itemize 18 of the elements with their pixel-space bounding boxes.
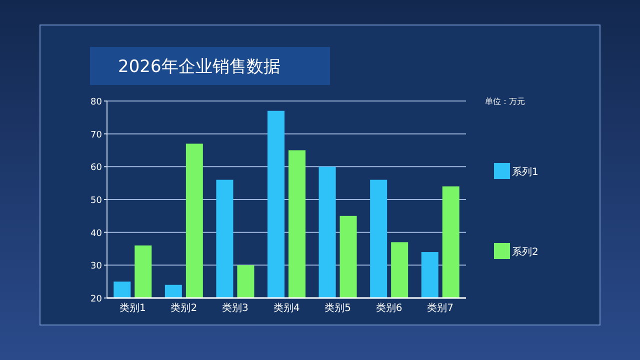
chart-title: 2026年企业销售数据	[118, 57, 280, 77]
x-tick-label: 类别6	[376, 302, 402, 314]
y-tick-label: 20	[90, 294, 102, 304]
y-tick-label: 30	[90, 262, 102, 272]
x-tick-label: 类别5	[324, 302, 351, 314]
x-tick-label: 类别7	[427, 302, 454, 314]
text: 单位：万元	[485, 97, 525, 106]
legend-label: 系列1	[512, 166, 538, 178]
y-tick-label: 80	[90, 98, 102, 108]
x-tick-label: 类别1	[119, 302, 146, 314]
y-tick-label: 60	[90, 163, 102, 174]
legend-label: 系列2	[512, 246, 538, 258]
y-tick-label: 50	[90, 196, 102, 206]
x-tick-label: 类别2	[170, 302, 198, 314]
y-tick-label: 40	[90, 228, 102, 239]
y-tick-label: 70	[90, 130, 102, 140]
x-tick-label: 类别4	[273, 302, 300, 314]
x-tick-label: 类别3	[222, 302, 248, 314]
